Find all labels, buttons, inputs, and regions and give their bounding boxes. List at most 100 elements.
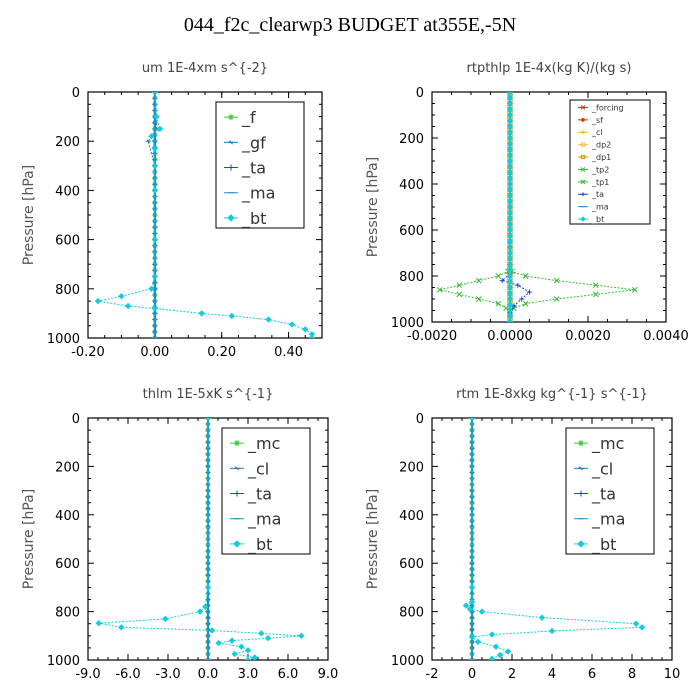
y-tick-label: 600 <box>55 557 80 572</box>
y-axis-label: Pressure [hPa] <box>21 489 37 589</box>
data-point <box>519 296 525 302</box>
x-tick-label: 6.0 <box>278 667 299 682</box>
data-point <box>302 326 309 333</box>
y-tick-label: 800 <box>399 270 424 285</box>
data-point <box>265 316 272 323</box>
data-point <box>506 92 514 96</box>
y-axis-label: Pressure [hPa] <box>365 157 381 257</box>
data-point <box>506 295 514 303</box>
data-point <box>151 273 159 280</box>
data-point <box>468 633 476 641</box>
data-point <box>553 296 560 302</box>
data-point <box>258 630 265 637</box>
data-point <box>499 278 505 284</box>
data-point <box>227 214 235 222</box>
data-point <box>506 221 514 228</box>
x-tick-label: 8 <box>628 667 636 682</box>
x-tick-label: 0.40 <box>274 345 303 360</box>
legend-label: _cl <box>591 128 603 137</box>
y-tick-label: 0 <box>72 412 80 427</box>
data-point <box>506 100 514 107</box>
x-tick-label: 0.20 <box>207 345 236 360</box>
y-axis-label: Pressure [hPa] <box>365 489 381 589</box>
legend-label: _bt <box>241 209 266 229</box>
data-point <box>215 639 222 647</box>
legend-label: _bt <box>591 535 616 555</box>
data-point <box>506 203 514 211</box>
data-point <box>204 418 212 422</box>
data-point <box>581 192 585 197</box>
data-point <box>298 632 305 640</box>
data-point <box>631 286 638 293</box>
data-point <box>151 145 159 152</box>
data-point <box>198 310 205 317</box>
data-point <box>151 162 159 170</box>
data-point <box>94 297 102 305</box>
data-point <box>506 318 514 322</box>
legend-label: _cl <box>247 459 269 479</box>
chart-panel-1: um 1E-4xm s^{-2} Pressure [hPa] 0 200 400 600… <box>21 61 323 360</box>
data-point <box>234 466 240 471</box>
legend-label: _ma <box>247 510 281 530</box>
data-point <box>506 209 514 216</box>
data-point <box>522 300 529 307</box>
data-point <box>202 603 209 610</box>
data-point <box>475 277 482 284</box>
data-point <box>506 272 514 280</box>
data-point <box>506 238 514 245</box>
legend-label: _bt <box>247 535 272 555</box>
data-point <box>506 146 514 153</box>
data-point <box>151 236 159 243</box>
data-point <box>492 643 500 650</box>
data-point <box>456 291 463 298</box>
data-point <box>436 286 443 293</box>
data-point <box>488 656 496 660</box>
data-point <box>506 140 514 147</box>
data-point <box>581 117 585 122</box>
legend-label: _forcing <box>591 103 624 112</box>
legend-label: _ta <box>247 485 272 505</box>
data-point <box>244 647 252 654</box>
data-point <box>580 179 586 185</box>
data-point <box>244 656 252 660</box>
y-tick-label: 1000 <box>391 316 424 331</box>
data-point <box>118 292 125 300</box>
data-point <box>506 123 514 130</box>
data-point <box>527 289 532 295</box>
legend: _mc _cl _ta _ma _bt <box>221 427 311 555</box>
data-point <box>506 244 514 251</box>
legend-label: _tp1 <box>591 178 609 187</box>
data-point <box>506 267 514 274</box>
data-point <box>151 92 159 96</box>
x-tick-label: 0.0 <box>198 667 219 682</box>
y-tick-label: 200 <box>399 132 424 147</box>
data-point <box>506 284 514 291</box>
data-point <box>456 282 463 289</box>
data-point <box>251 654 258 660</box>
data-point <box>580 154 586 160</box>
data-point <box>234 490 240 497</box>
chart-panel-3: thlm 1E-5xK s^{-1} Pressure [hPa] 0 200 400 6… <box>21 387 338 682</box>
data-point <box>578 440 584 447</box>
x-tick-label: -0.0020 <box>407 329 457 344</box>
panel-title: rtpthlp 1E-4x(kg K)/(kg s) <box>467 61 632 76</box>
series-group <box>436 92 638 322</box>
data-point <box>145 139 151 144</box>
data-point <box>506 117 514 124</box>
data-point <box>506 226 514 234</box>
data-point <box>506 215 514 222</box>
data-point <box>153 113 160 120</box>
series-group <box>95 418 305 660</box>
data-point <box>506 278 514 285</box>
y-tick-label: 400 <box>399 509 424 524</box>
data-point <box>553 277 560 284</box>
legend-label: _sf <box>591 116 603 125</box>
legend-label: _ta <box>591 485 616 505</box>
data-point <box>196 608 204 615</box>
y-tick-label: 800 <box>399 606 424 621</box>
data-point <box>151 187 159 194</box>
data-point <box>228 164 234 171</box>
data-point <box>148 133 155 140</box>
data-point <box>506 152 514 159</box>
